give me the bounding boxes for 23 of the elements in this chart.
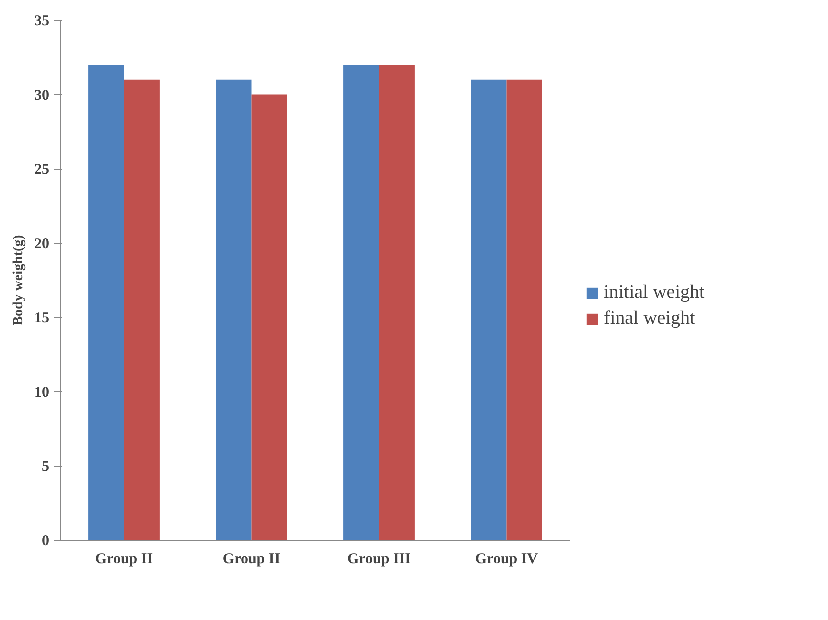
x-tick-label: Group II [222, 552, 281, 568]
y-tick-label: 15 [34, 310, 50, 327]
y-tick-label: 5 [42, 459, 50, 476]
y-axis-title: Body weight(g) [12, 234, 26, 326]
bar [124, 80, 160, 540]
bar [88, 65, 124, 540]
y-tick-label: 30 [34, 88, 50, 104]
legend-label: initial weight [604, 282, 705, 304]
bar [252, 94, 288, 540]
x-tick-label: Group II [95, 552, 154, 568]
y-tick-label: 35 [34, 14, 50, 30]
y-tick-label: 0 [42, 534, 50, 550]
x-tick-label: Group IV [475, 552, 538, 568]
legend-label: final weight [604, 308, 696, 330]
bar [216, 80, 252, 540]
y-tick-label: 10 [34, 384, 50, 401]
x-tick-label: Group III [348, 552, 412, 568]
bar [344, 65, 380, 540]
y-tick-label: 20 [34, 236, 50, 252]
bar [379, 65, 415, 540]
bar [471, 80, 507, 540]
bar [506, 80, 542, 540]
y-tick-label: 25 [34, 162, 50, 178]
